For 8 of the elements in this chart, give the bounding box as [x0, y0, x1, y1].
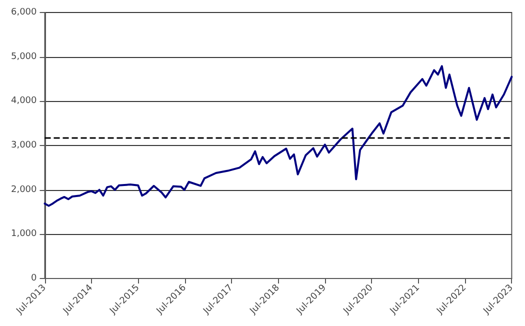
y-tick-label: 5,000 [11, 52, 38, 62]
y-tick-label: 1,000 [11, 229, 38, 240]
y-tick-label: 6,000 [11, 8, 38, 18]
y-tick-label: 2,000 [11, 184, 38, 195]
line-series [44, 65, 513, 207]
y-tick-label: 3,000 [11, 140, 38, 151]
y-tick-label: 4,000 [11, 96, 38, 106]
y-tick-label: 0 [31, 274, 38, 284]
